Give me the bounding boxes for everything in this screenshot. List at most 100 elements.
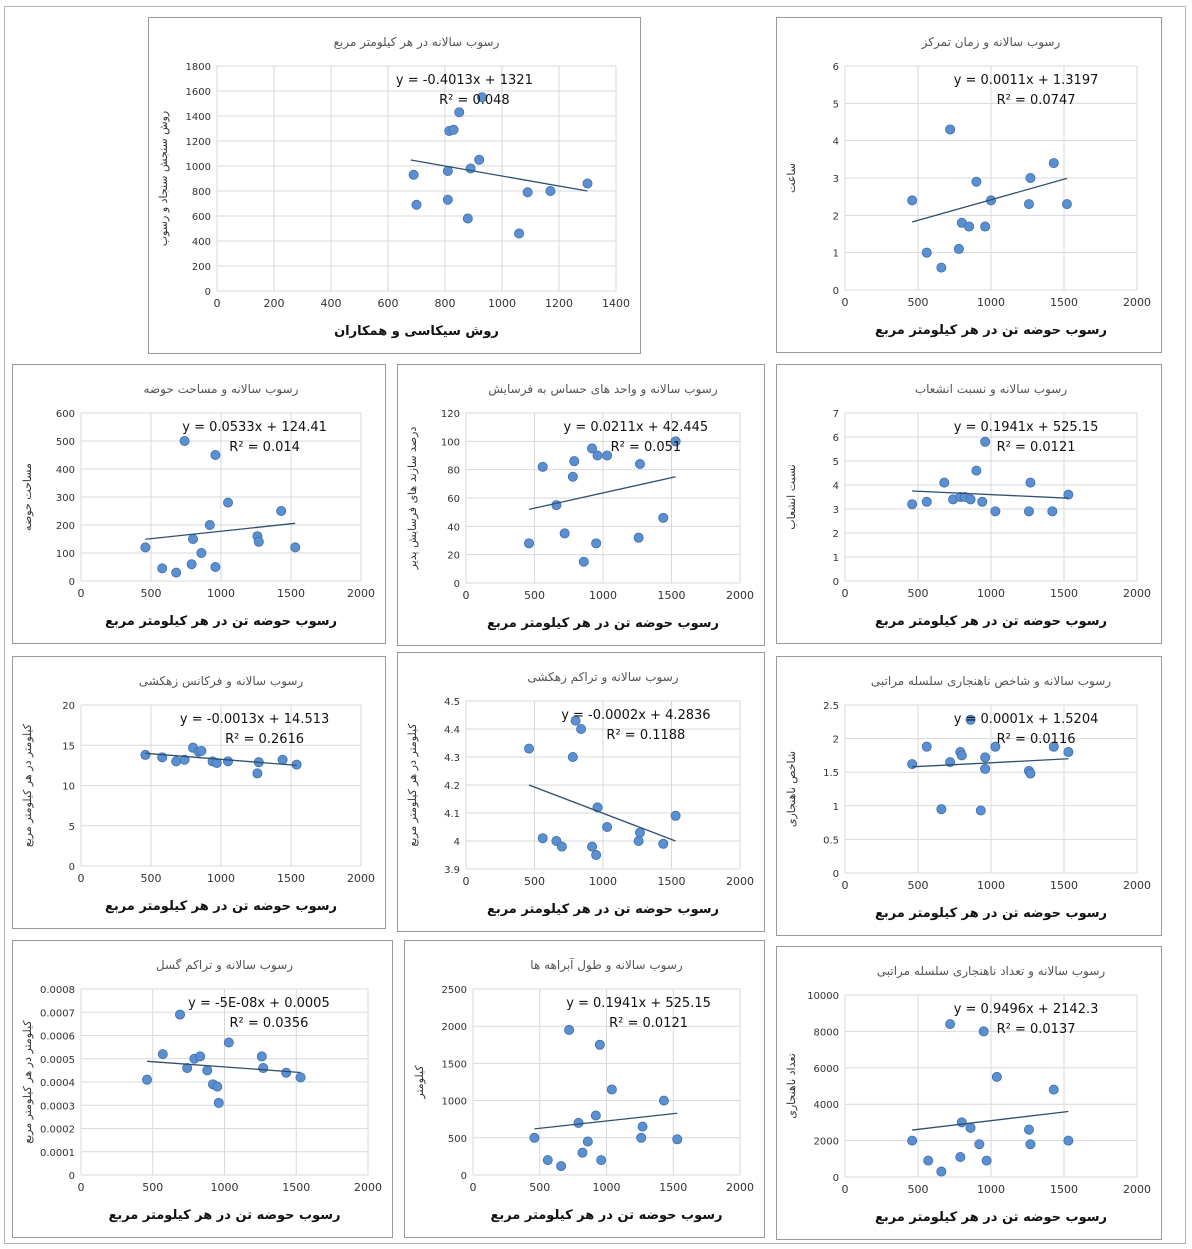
y-tick-label: 0 [833,286,839,297]
data-point [210,561,221,572]
data-point [556,841,567,852]
x-tick-label: 500 [908,879,929,892]
x-tick-label: 0 [842,296,849,309]
data-point [196,745,207,756]
x-tick-label: 2000 [1123,296,1151,309]
trend-line [528,476,676,510]
data-point [658,838,669,849]
data-point [524,538,535,549]
r-squared: R² = 0.0121 [609,1016,688,1031]
x-axis-label: رسوب حوضه تن در هر کیلومتر مربع [875,906,1107,921]
data-point [1048,741,1059,752]
data-point [462,213,473,224]
y-tick-label: 0 [833,577,839,588]
data-point [477,92,488,103]
data-point [542,1155,553,1166]
y-tick-label: 0.0008 [40,985,75,996]
data-point [202,1065,213,1076]
x-tick-label: 0 [842,879,849,892]
trend-line [410,159,588,192]
data-point [633,835,644,846]
data-point [591,538,602,549]
data-point [658,512,669,523]
y-tick-label: 4 [833,481,839,492]
data-point [559,528,570,539]
r-squared: R² = 0.0137 [997,1022,1076,1037]
data-point [1063,489,1074,500]
x-tick-label: 1500 [658,875,686,888]
y-axis-label: کیلومتر [413,1065,426,1100]
data-point [1047,506,1058,517]
data-point [567,752,578,763]
y-tick-label: 2000 [442,1022,467,1033]
scatter-chart: 0 1 2 3 4 5 6 0 500 1000 1500 2000 رسوب سالانه و زما… [785,35,1151,338]
chart-panel-basin-area: 0 100 200 300 400 500 600 0 500 1000 1500 2000 رسوب … [12,364,386,644]
data-point [556,1161,567,1172]
data-point [634,827,645,838]
x-tick-label: 500 [142,1181,163,1194]
y-tick-label: 6000 [814,1064,839,1075]
y-tick-label: 4000 [814,1100,839,1111]
data-point [658,1095,669,1106]
data-point [524,743,535,754]
trend-equation: y = 0.0001x + 1.5204 [954,712,1099,727]
data-point [596,1155,607,1166]
y-axis-label: نسبت انشعاب [785,464,798,529]
data-point [633,532,644,543]
data-point [567,471,578,482]
x-axis-label: رسوب حوضه تن در هر کیلومتر مربع [487,902,719,917]
data-point [582,1136,593,1147]
y-tick-label: 0.0004 [40,1078,75,1089]
data-point [448,124,459,135]
data-point [204,519,215,530]
data-point [1025,477,1036,488]
trend-line [146,1060,301,1074]
chart-title: رسوب سالانه در هر کیلومتر مربع [334,35,500,50]
x-tick-label: 0 [470,1181,477,1194]
data-point [980,436,991,447]
x-tick-label: 500 [524,589,545,602]
y-tick-label: 200 [192,262,211,273]
x-tick-label: 1500 [1050,296,1078,309]
x-axis-label: رسوب حوضه تن در هر کیلومتر مربع [105,899,337,914]
data-point [974,1139,985,1150]
data-point [171,567,182,578]
data-point [140,749,151,760]
y-tick-label: 2.5 [823,701,839,712]
data-point [442,194,453,205]
y-tick-label: 6 [833,433,839,444]
x-tick-label: 500 [529,1181,550,1194]
y-tick-label: 120 [441,409,460,420]
y-tick-label: 0 [461,1171,467,1182]
chart-title: رسوب سالانه و واحد های حساس به فرسایش [488,382,718,397]
y-tick-label: 6 [833,62,839,73]
y-axis-label: ساعت [785,163,798,193]
data-point [195,1051,206,1062]
data-point [569,456,580,467]
trend-line [145,752,297,767]
data-point [591,849,602,860]
x-tick-label: 1200 [545,297,573,310]
r-squared: R² = 0.1188 [606,728,685,743]
x-tick-label: 2000 [347,872,375,885]
data-point [1048,158,1059,169]
y-tick-label: 4.2 [444,781,460,792]
data-point [923,1155,934,1166]
y-tick-label: 8000 [814,1027,839,1038]
data-point [907,1135,918,1146]
trend-line [145,522,296,540]
data-point [634,459,645,470]
y-axis-label: کیلومتر در هر کیلومتر مربع [21,723,34,847]
y-tick-label: 800 [192,187,211,198]
x-tick-label: 1500 [659,1181,687,1194]
chart-panel-bifurcation-ratio: 0 1 2 3 4 5 6 7 0 500 1000 1500 2000 رسوب سالانه و نس… [776,364,1162,644]
r-squared: R² = 0.051 [611,440,682,455]
y-tick-label: 3 [833,505,839,516]
trend-equation: y = 0.0011x + 1.3197 [954,73,1099,88]
data-point [975,805,986,816]
data-point [980,752,991,763]
data-point [921,496,932,507]
y-tick-label: 0.5 [823,835,839,846]
data-point [157,563,168,574]
trend-equation: y = -0.0002x + 4.2836 [561,708,710,723]
